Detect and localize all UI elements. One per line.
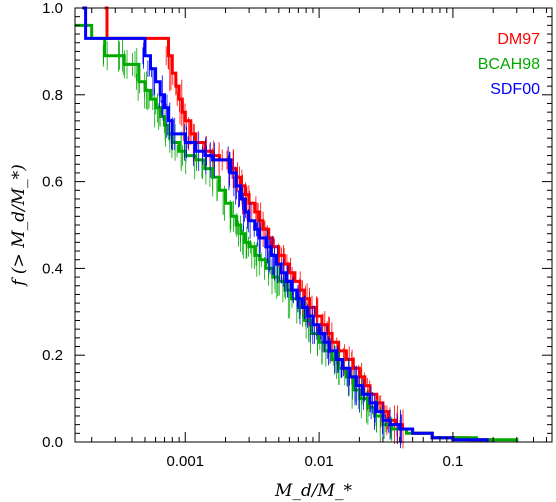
legend-entry-sdf00: SDF00 (490, 81, 540, 98)
y-tick-label: 0.4 (42, 260, 63, 277)
x-axis-label: M_d/M_* (274, 481, 352, 501)
series-layer (75, 6, 519, 449)
legend-layer: DM97 BCAH98 SDF00 (478, 31, 540, 98)
x-tick-label: 0.01 (304, 453, 333, 470)
axis-titles: M_d/M_* f (> M_d/M_*) (9, 164, 352, 501)
x-tick-label: 0.001 (166, 453, 204, 470)
series-line-sdf00 (82, 6, 489, 442)
legend-entry-dm97: DM97 (497, 31, 540, 48)
y-tick-label: 0.2 (42, 347, 63, 364)
axes-layer: 0.0 0.2 0.4 0.6 0.8 1.0 0.001 0.01 0.1 (42, 0, 553, 470)
series-sdf00 (82, 6, 489, 449)
y-tick-label: 0.8 (42, 87, 63, 104)
y-tick-label: 1.0 (42, 0, 63, 17)
y-axis-label: f (> M_d/M_*) (9, 164, 29, 288)
y-tick-label: 0.6 (42, 174, 63, 191)
x-tick-label: 0.1 (442, 453, 463, 470)
legend-entry-bcah98: BCAH98 (478, 56, 540, 73)
y-tick-label: 0.0 (42, 434, 63, 451)
